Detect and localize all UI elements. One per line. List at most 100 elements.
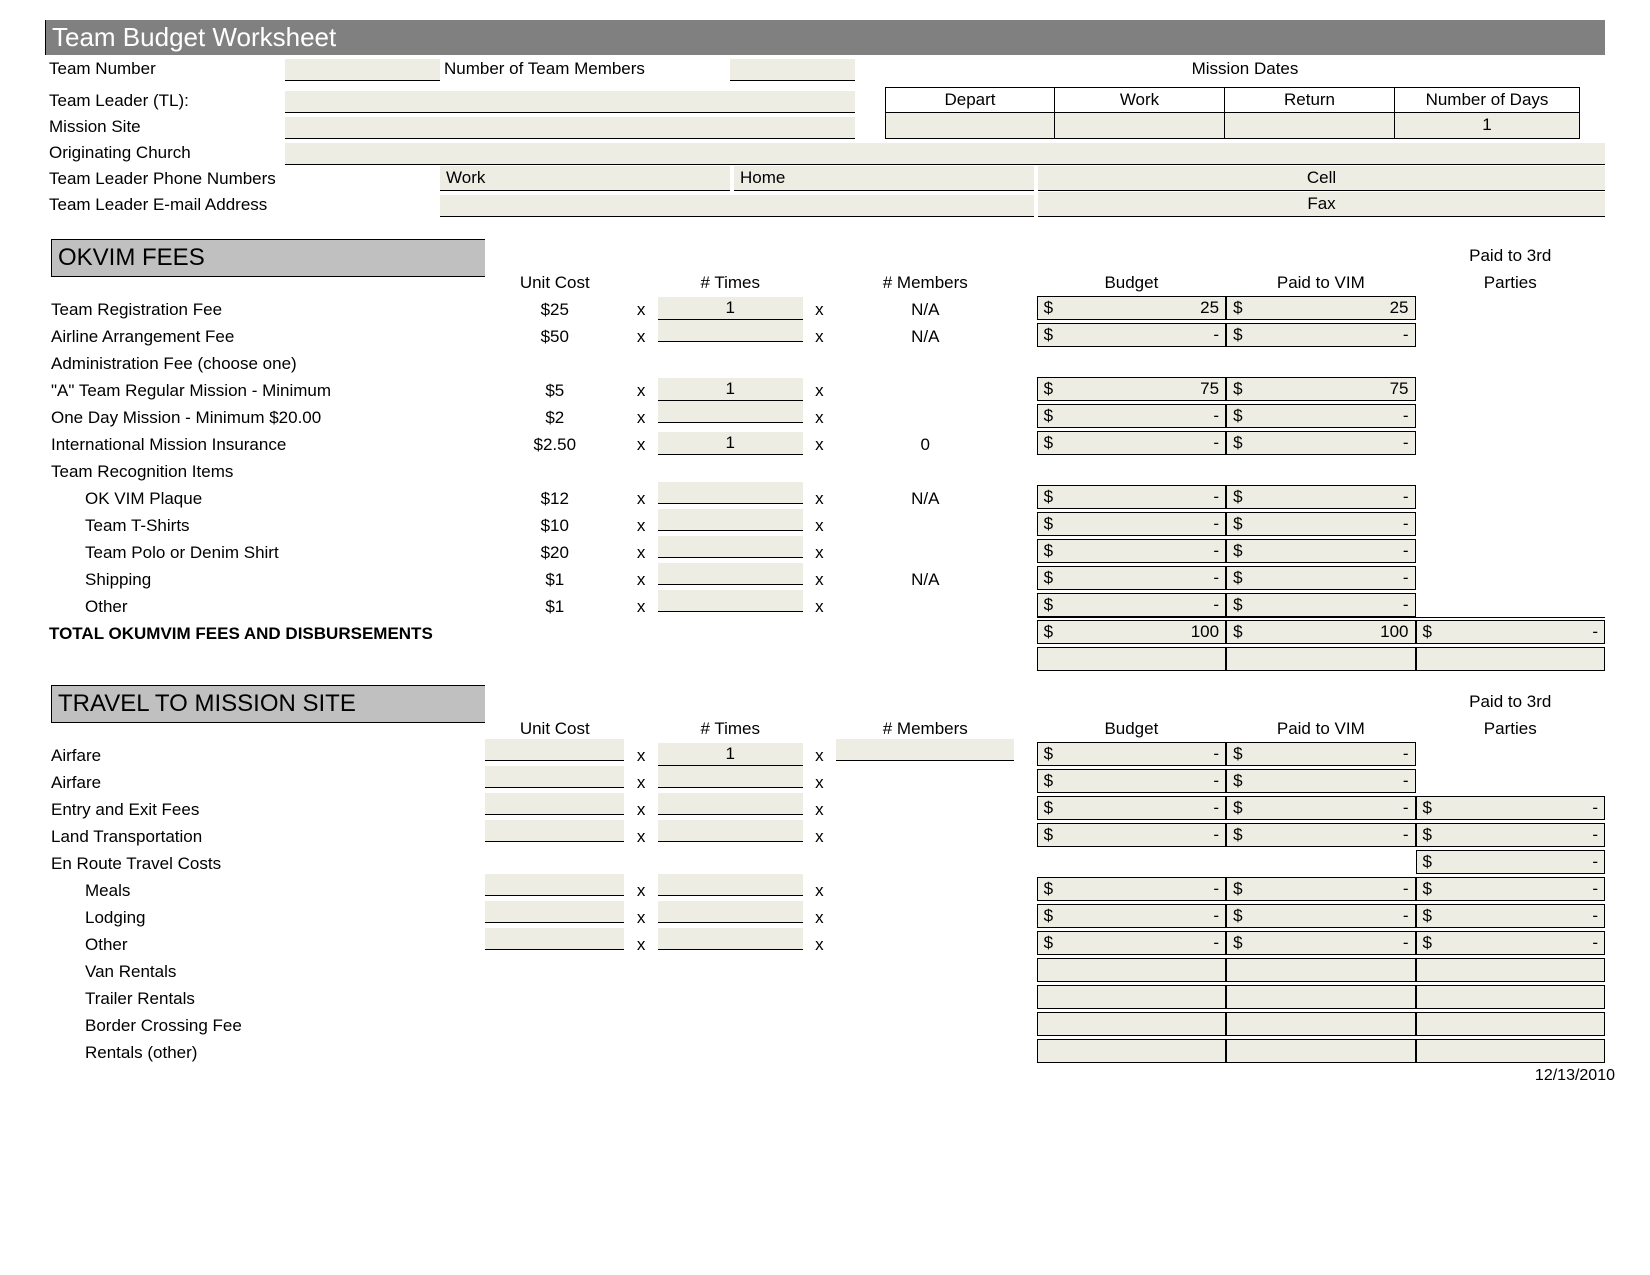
money-cell[interactable] (1416, 1012, 1605, 1036)
money-cell[interactable]: $- (1037, 485, 1226, 509)
members-cell: N/A (836, 563, 1014, 590)
money-cell[interactable]: $- (1226, 323, 1415, 347)
money-cell[interactable] (1037, 1039, 1226, 1063)
money-cell[interactable]: $- (1226, 769, 1415, 793)
money-cell[interactable] (1226, 985, 1415, 1009)
money-cell[interactable]: $- (1226, 566, 1415, 590)
money-cell[interactable]: $75 (1226, 377, 1415, 401)
unit-cost-input[interactable] (485, 874, 624, 896)
times-input[interactable] (658, 874, 803, 896)
money-cell[interactable] (1226, 1039, 1415, 1063)
times-input[interactable] (658, 820, 803, 842)
unit-cost-input[interactable] (485, 820, 624, 842)
depart-input[interactable] (885, 113, 1055, 139)
row-label: Other (45, 928, 485, 955)
money-cell[interactable]: $- (1037, 769, 1226, 793)
times-input[interactable] (658, 320, 803, 342)
phone-cell-input[interactable]: Cell (1038, 166, 1605, 191)
header-row-2: Team Leader (TL): Depart Work Return Num… (45, 87, 1605, 113)
return-input[interactable] (1225, 113, 1395, 139)
money-cell[interactable]: $- (1037, 904, 1226, 928)
phone-work-input[interactable]: Work (440, 166, 730, 191)
num-members-input[interactable] (730, 59, 855, 81)
times-input[interactable] (658, 563, 803, 585)
team-number-input[interactable] (285, 59, 440, 81)
times-input[interactable] (658, 793, 803, 815)
times-input[interactable]: 1 (658, 432, 803, 455)
money-cell[interactable] (1037, 958, 1226, 982)
money-cell[interactable] (1226, 1012, 1415, 1036)
times-input[interactable]: 1 (658, 743, 803, 766)
money-cell[interactable]: $75 (1037, 377, 1226, 401)
line-item-row: Border Crossing Fee (45, 1009, 1605, 1036)
money-cell[interactable]: $- (1037, 566, 1226, 590)
money-cell[interactable]: $- (1416, 904, 1605, 928)
times-input[interactable] (658, 401, 803, 423)
unit-cost: $25 (485, 293, 624, 320)
fax-input[interactable]: Fax (1038, 192, 1605, 217)
work-date-input[interactable] (1055, 113, 1225, 139)
orig-church-input[interactable] (285, 143, 1605, 165)
tl-phone-label: Team Leader Phone Numbers (45, 167, 440, 191)
times-input[interactable] (658, 928, 803, 950)
times-input[interactable]: 1 (658, 297, 803, 320)
money-cell[interactable] (1037, 1012, 1226, 1036)
unit-cost-input[interactable] (485, 739, 624, 761)
money-cell[interactable]: $- (1226, 485, 1415, 509)
money-cell[interactable]: $- (1226, 431, 1415, 455)
money-cell[interactable]: $- (1037, 796, 1226, 820)
money-cell[interactable]: $- (1226, 593, 1415, 617)
money-cell[interactable]: $- (1226, 904, 1415, 928)
money-cell[interactable]: $- (1226, 796, 1415, 820)
mission-site-input[interactable] (285, 117, 855, 139)
line-item-row: Other$1xx$-$- (45, 590, 1605, 617)
unit-cost-input[interactable] (485, 901, 624, 923)
money-cell[interactable]: $- (1226, 742, 1415, 766)
unit-cost-input[interactable] (485, 766, 624, 788)
times-input[interactable] (658, 509, 803, 531)
money-cell[interactable] (1416, 1039, 1605, 1063)
money-cell[interactable]: $- (1037, 323, 1226, 347)
times-input[interactable] (658, 536, 803, 558)
money-cell[interactable]: $- (1226, 931, 1415, 955)
money-cell[interactable]: $- (1416, 850, 1605, 874)
money-cell[interactable] (1226, 958, 1415, 982)
members-input[interactable] (836, 739, 1014, 761)
times-input[interactable] (658, 901, 803, 923)
unit-cost-input[interactable] (485, 793, 624, 815)
times-input[interactable] (658, 482, 803, 504)
money-cell[interactable] (1416, 958, 1605, 982)
times-input[interactable]: 1 (658, 378, 803, 401)
money-cell[interactable]: $- (1037, 877, 1226, 901)
x-sep: x (624, 901, 657, 928)
money-cell[interactable]: $- (1037, 539, 1226, 563)
money-cell[interactable]: $- (1226, 823, 1415, 847)
money-cell[interactable]: $- (1037, 823, 1226, 847)
money-cell[interactable]: $- (1037, 931, 1226, 955)
money-cell[interactable]: $- (1037, 512, 1226, 536)
money-cell[interactable]: $- (1416, 877, 1605, 901)
money-cell[interactable]: $- (1416, 931, 1605, 955)
money-cell[interactable]: $- (1416, 823, 1605, 847)
money-cell[interactable] (1416, 985, 1605, 1009)
money-cell[interactable]: $- (1037, 431, 1226, 455)
money-cell[interactable]: $- (1416, 796, 1605, 820)
unit-cost-input[interactable] (485, 928, 624, 950)
email-input[interactable] (440, 195, 1034, 217)
money-cell[interactable] (1037, 985, 1226, 1009)
money-cell[interactable]: $- (1226, 539, 1415, 563)
money-cell[interactable]: $25 (1037, 296, 1226, 320)
money-cell[interactable]: $- (1226, 404, 1415, 428)
money-cell[interactable]: $- (1037, 593, 1226, 617)
x-sep: x (803, 401, 836, 428)
x-sep: x (803, 901, 836, 928)
team-leader-input[interactable] (285, 91, 855, 113)
times-input[interactable] (658, 766, 803, 788)
times-input[interactable] (658, 590, 803, 612)
money-cell[interactable]: $- (1226, 877, 1415, 901)
money-cell[interactable]: $25 (1226, 296, 1415, 320)
money-cell[interactable]: $- (1037, 404, 1226, 428)
phone-home-input[interactable]: Home (734, 166, 1034, 191)
money-cell[interactable]: $- (1226, 512, 1415, 536)
money-cell[interactable]: $- (1037, 742, 1226, 766)
